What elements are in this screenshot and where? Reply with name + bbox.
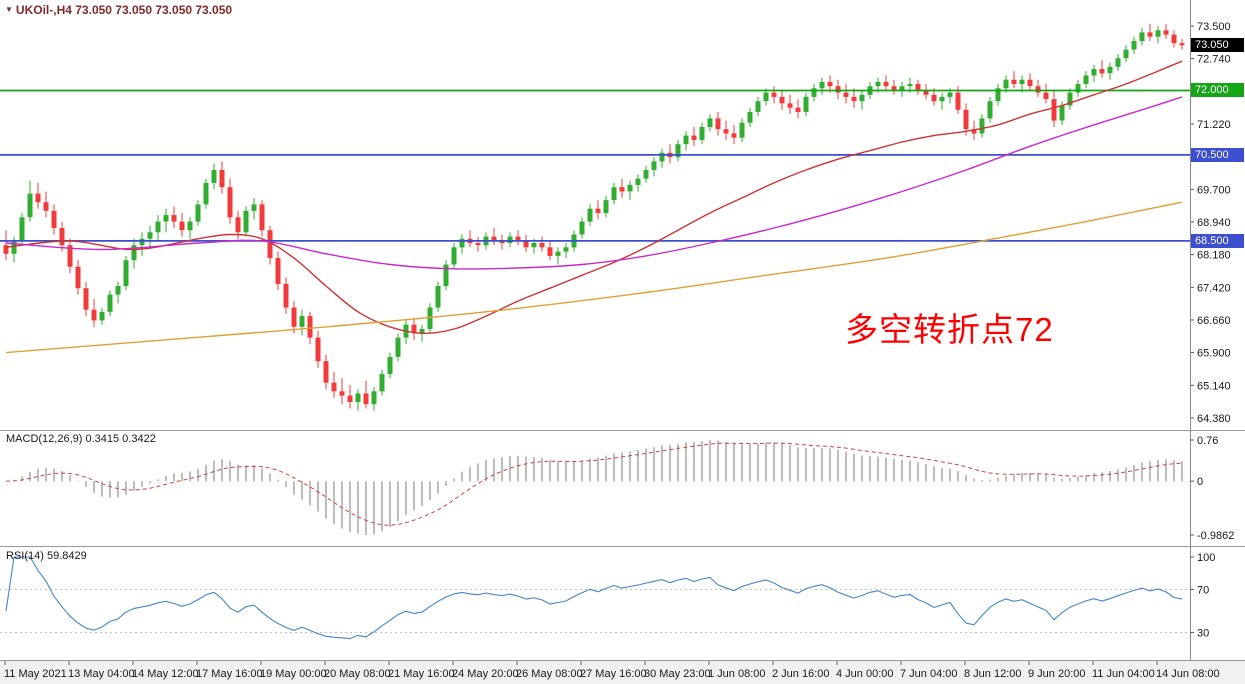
price-axis-label: 72.740 bbox=[1197, 54, 1231, 66]
time-axis-label: 14 Jun 08:00 bbox=[1156, 668, 1220, 680]
rsi-axis-label: 30 bbox=[1197, 628, 1209, 640]
chart-annotation-text: 多空转折点72 bbox=[845, 311, 1054, 348]
time-axis-label: 4 Jun 00:00 bbox=[836, 668, 894, 680]
symbol-header: ▼ UKOil-,H4 73.050 73.050 73.050 73.050 bbox=[5, 3, 232, 17]
rsi-indicator-label: RSI(14) 59.8429 bbox=[6, 550, 87, 562]
time-axis-label: 24 May 20:00 bbox=[452, 668, 519, 680]
time-axis-label: 11 Jun 04:00 bbox=[1092, 668, 1155, 680]
candles-layer[interactable] bbox=[3, 23, 1185, 411]
current-price-badge: 73.050 bbox=[1191, 38, 1244, 52]
time-axis-label: 1 Jun 08:00 bbox=[708, 668, 766, 680]
time-axis-label: 20 May 08:00 bbox=[324, 668, 391, 680]
price-axis-label: 71.220 bbox=[1197, 119, 1231, 131]
time-axis-label: 7 Jun 04:00 bbox=[900, 668, 958, 680]
macd-axis-label: -0.9862 bbox=[1197, 530, 1234, 542]
price-axis-label: 68.180 bbox=[1197, 250, 1231, 262]
macd-axis-label: 0 bbox=[1197, 476, 1203, 488]
ma-mid-magenta bbox=[5, 96, 1183, 270]
ma-slow-orange bbox=[5, 201, 1183, 354]
price-axis-label: 68.940 bbox=[1197, 217, 1231, 229]
time-axis-label: 2 Jun 16:00 bbox=[772, 668, 830, 680]
price-axis-label: 64.380 bbox=[1197, 413, 1231, 425]
rsi-line bbox=[5, 556, 1183, 640]
time-axis-label: 13 May 04:00 bbox=[68, 668, 135, 680]
time-axis-label: 21 May 16:00 bbox=[388, 668, 455, 680]
price-axis-label: 73.500 bbox=[1197, 21, 1231, 33]
time-axis-label: 9 Jun 20:00 bbox=[1028, 668, 1086, 680]
macd-histogram bbox=[13, 440, 1183, 535]
chart-collapse-arrow-icon[interactable]: ▼ bbox=[5, 5, 13, 14]
ma-fast-red bbox=[5, 60, 1183, 335]
time-axis-label: 8 Jun 12:00 bbox=[964, 668, 1022, 680]
time-axis-strip bbox=[0, 661, 1245, 684]
time-axis-label: 17 May 16:00 bbox=[196, 668, 263, 680]
time-axis-label: 11 May 2021 bbox=[4, 668, 67, 680]
macd-axis-label: 0.76 bbox=[1197, 435, 1218, 447]
price-axis-label: 66.660 bbox=[1197, 315, 1231, 327]
rsi-axis-label: 70 bbox=[1197, 584, 1209, 596]
price-axis-label: 65.900 bbox=[1197, 348, 1231, 360]
rsi-axis-label: 100 bbox=[1197, 552, 1215, 564]
time-axis-label: 14 May 12:00 bbox=[132, 668, 199, 680]
symbol-ohlc-label: UKOil-,H4 73.050 73.050 73.050 73.050 bbox=[15, 3, 233, 17]
level-72000-price-badge[interactable]: 72.000 bbox=[1191, 83, 1244, 97]
time-axis-label: 30 May 23:00 bbox=[644, 668, 711, 680]
price-axis-label: 69.700 bbox=[1197, 184, 1231, 196]
time-axis-label: 26 May 08:00 bbox=[516, 668, 583, 680]
time-axis-label: 27 May 16:00 bbox=[580, 668, 647, 680]
price-axis-label: 67.420 bbox=[1197, 282, 1231, 294]
level-70500-price-badge[interactable]: 70.500 bbox=[1191, 148, 1244, 162]
macd-indicator-label: MACD(12,26,9) 0.3415 0.3422 bbox=[6, 433, 156, 445]
price-axis-label: 65.140 bbox=[1197, 380, 1231, 392]
time-axis-label: 19 May 00:00 bbox=[260, 668, 327, 680]
level-68500-price-badge[interactable]: 68.500 bbox=[1191, 234, 1244, 248]
macd-signal-line bbox=[5, 442, 1183, 526]
